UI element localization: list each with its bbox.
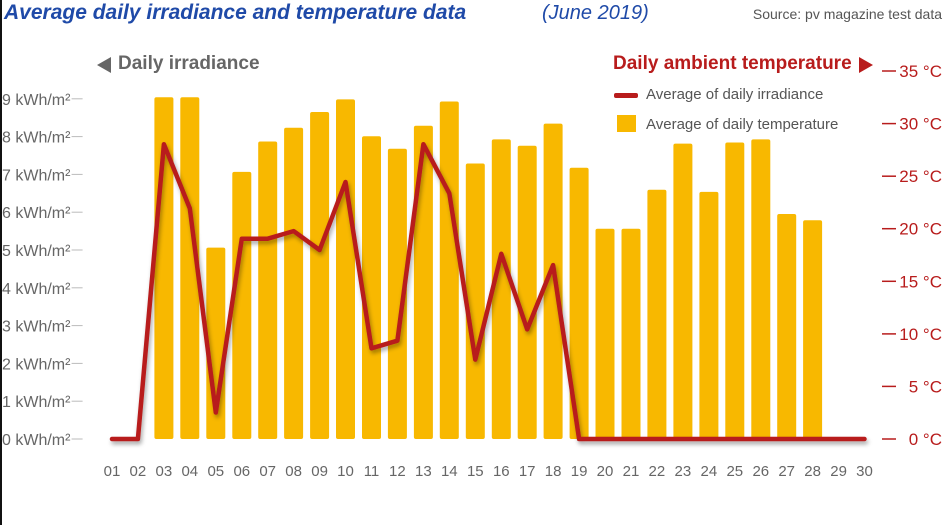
legend-line-label: Average of daily irradiance (646, 86, 824, 103)
x-tick-label: 21 (623, 463, 640, 480)
temperature-bar (621, 228, 641, 439)
right-axis-title: Daily ambient temperature (613, 53, 852, 74)
x-tick-label: 05 (207, 463, 224, 480)
left-tick-label: 3 kWh/m² (2, 319, 71, 336)
left-tick-label: 4 kWh/m² (2, 281, 71, 298)
legend-bar-label: Average of daily temperature (646, 116, 839, 133)
temperature-bar (803, 220, 823, 439)
x-tick-label: 27 (778, 463, 795, 480)
x-tick-label: 06 (233, 463, 250, 480)
temperature-bar (751, 139, 771, 439)
left-tick-label: 7 kWh/m² (2, 167, 71, 184)
temperature-bar (258, 141, 278, 439)
x-tick-label: 11 (364, 463, 380, 480)
chart-subtitle: (June 2019) (542, 2, 649, 24)
x-tick-label: 28 (804, 463, 821, 480)
x-tick-label: 19 (571, 463, 588, 480)
left-tick-label: 5 kWh/m² (2, 243, 71, 260)
left-arrow-icon (97, 57, 111, 73)
x-tick-label: 13 (415, 463, 432, 480)
left-axis-title: Daily irradiance (118, 53, 260, 74)
legend-bar-swatch (617, 115, 636, 132)
left-tick-label: 2 kWh/m² (2, 356, 71, 373)
temperature-bar (725, 142, 745, 439)
x-tick-label: 02 (130, 463, 147, 480)
legend-line-swatch (614, 93, 638, 98)
temperature-bar (387, 148, 407, 440)
left-tick-label: 6 kWh/m² (2, 205, 71, 222)
x-tick-label: 08 (285, 463, 302, 480)
x-tick-label: 16 (493, 463, 510, 480)
temperature-bar (569, 167, 589, 439)
temperature-bar (310, 112, 330, 439)
x-tick-label: 04 (181, 463, 198, 480)
left-tick-label: 1 kWh/m² (2, 394, 71, 411)
temperature-bar (491, 139, 511, 439)
frame-border (0, 0, 2, 525)
x-tick-label: 03 (156, 463, 173, 480)
right-tick-label: 10 °C (899, 325, 942, 344)
left-tick-label: 9 kWh/m² (2, 92, 71, 109)
irradiance-line (109, 141, 867, 442)
temperature-bar (673, 143, 693, 439)
right-tick-label: 35 °C (899, 62, 942, 81)
x-tick-label: 29 (830, 463, 847, 480)
right-tick-label: 15 °C (899, 272, 942, 291)
temperature-bar (180, 97, 200, 440)
x-tick-label: 14 (441, 463, 458, 480)
temperature-bar (362, 136, 381, 439)
x-tick-label: 10 (337, 463, 354, 480)
x-tick-label: 22 (649, 463, 666, 480)
x-tick-label: 07 (259, 463, 276, 480)
x-tick-label: 12 (389, 463, 406, 480)
temperature-bar (595, 228, 615, 439)
x-tick-label: 30 (856, 463, 873, 480)
temperature-bar (517, 145, 537, 439)
temperature-bar (284, 127, 304, 440)
temperature-bar (413, 125, 433, 439)
right-tick-label: 5 °C (909, 377, 942, 396)
left-tick-label: 8 kWh/m² (2, 130, 71, 147)
right-tick-label: 25 °C (899, 167, 942, 186)
x-tick-label: 26 (752, 463, 769, 480)
x-tick-label: 24 (701, 463, 718, 480)
temperature-bar (439, 101, 459, 439)
x-tick-label: 25 (726, 463, 743, 480)
x-tick-label: 18 (545, 463, 562, 480)
right-tick-label: 30 °C (899, 115, 942, 134)
temperature-bar (777, 214, 797, 439)
temperature-bar (647, 189, 667, 439)
x-tick-label: 01 (104, 463, 121, 480)
temperature-bar (336, 99, 355, 440)
temperature-bar (543, 123, 563, 439)
x-tick-label: 09 (311, 463, 328, 480)
right-arrow-icon (859, 57, 873, 73)
right-tick-label: 0 °C (909, 430, 942, 449)
left-tick-label: 0 kWh/m² (2, 432, 71, 449)
temperature-bar (699, 191, 719, 439)
source-note: Source: pv magazine test data (752, 6, 942, 22)
x-tick-label: 15 (467, 463, 484, 480)
temperature-bar (232, 171, 252, 439)
right-tick-label: 20 °C (899, 220, 942, 239)
x-tick-label: 20 (597, 463, 614, 480)
temperature-bar (465, 163, 485, 439)
chart-title: Average daily irradiance and temperature… (4, 1, 467, 24)
x-tick-label: 17 (519, 463, 536, 480)
x-tick-label: 23 (675, 463, 692, 480)
